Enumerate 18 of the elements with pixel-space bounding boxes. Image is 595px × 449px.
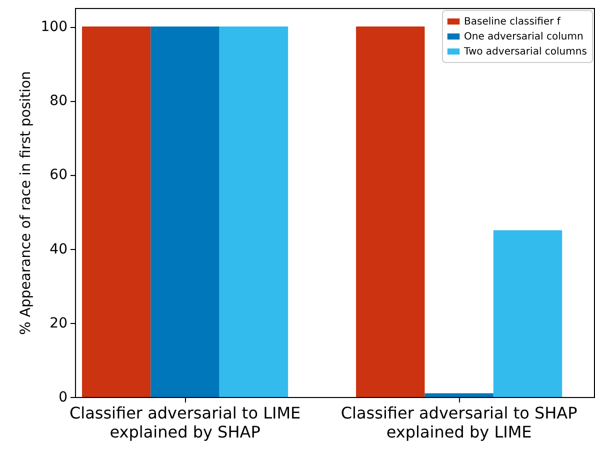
y-tick-label: 20 (50, 315, 68, 332)
x-tick-label: Classifier adversarial to SHAP explained by LIME (340, 404, 578, 442)
y-tick-label: 100 (40, 19, 68, 36)
bar (82, 26, 151, 397)
y-tick-label: 0 (58, 390, 68, 406)
y-tick-label: 40 (50, 241, 68, 258)
bar (219, 26, 288, 397)
bar (424, 393, 494, 397)
legend-label: Two adversarial columns (463, 46, 587, 58)
legend-label: One adversarial column (464, 32, 584, 42)
y-tick-label: 60 (50, 167, 68, 184)
y-tick-label: 80 (50, 93, 68, 110)
bar (356, 26, 425, 397)
bar (150, 26, 220, 397)
legend-label: Baseline classifier f (464, 16, 561, 28)
y-axis-title: % Appearance of race in first position (18, 71, 34, 335)
bar (493, 230, 562, 397)
x-tick-label: Classifier adversarial to LIME explained by SHAP (69, 404, 301, 442)
